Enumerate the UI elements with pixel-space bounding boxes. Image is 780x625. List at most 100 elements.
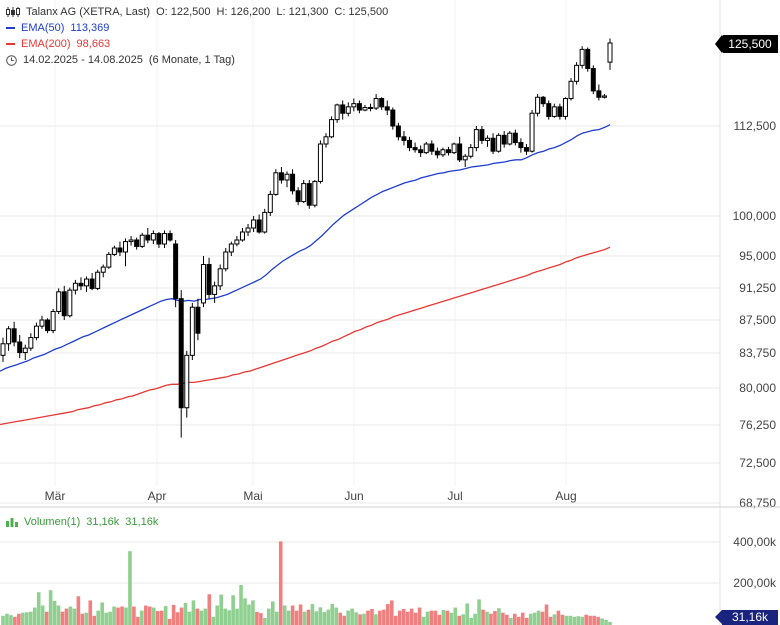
candle-body	[484, 137, 490, 141]
candle-body	[217, 268, 223, 287]
volume-bar	[469, 617, 473, 625]
candle-body	[251, 219, 257, 229]
volume-bar	[302, 611, 307, 625]
candle-body	[551, 106, 557, 117]
volume-bar	[509, 617, 513, 625]
volume-bar	[274, 611, 279, 625]
volume-bar	[477, 599, 481, 625]
candle-body	[278, 172, 284, 181]
volume-bar	[167, 618, 172, 625]
volume-bar	[290, 605, 295, 625]
volume-bar	[84, 612, 89, 625]
volume-bar	[306, 609, 311, 625]
candle-body	[178, 298, 184, 409]
candle-body	[496, 134, 502, 152]
volume-bar	[104, 612, 108, 625]
candle-body	[111, 247, 117, 255]
ema200-value: 98,663	[76, 38, 111, 50]
candle-body	[317, 143, 323, 182]
candle-body	[78, 282, 84, 287]
candle-body	[22, 347, 28, 354]
volume-bar	[409, 608, 414, 625]
candle-body	[128, 239, 134, 243]
candle-body	[462, 155, 468, 161]
candle-body	[512, 132, 518, 144]
ema200-label: EMA(200)	[21, 38, 71, 50]
candle-body	[262, 211, 268, 233]
volume-bar	[401, 609, 406, 625]
volume-bar	[564, 615, 569, 625]
volume-bar	[421, 616, 426, 625]
volume-bar	[100, 602, 104, 625]
candle-body	[301, 183, 307, 203]
candle-body	[590, 68, 596, 92]
bar-chart-icon	[6, 517, 18, 527]
volume-bar	[199, 610, 204, 625]
volume-bar	[540, 611, 545, 625]
candle-body	[106, 253, 112, 268]
ema200-polyline	[0, 246, 611, 426]
volume-bar	[52, 600, 57, 625]
y-axis-labels: 112,500 100,000 95,000 91,250 87,500 83,750 80…	[733, 119, 777, 510]
x-axis-labels: Mär Apr Mai Jun Jul Aug	[45, 489, 577, 503]
candlestick-series	[0, 38, 613, 438]
candle-body	[568, 80, 574, 100]
volume-bar	[536, 610, 541, 625]
volume-value-secondary: 31,16k	[125, 516, 159, 528]
volume-bar	[255, 611, 259, 625]
candle-body	[446, 149, 452, 154]
volume-bar	[128, 551, 132, 625]
volume-bar	[374, 614, 378, 625]
volume-bar	[203, 608, 208, 625]
candle-body	[234, 239, 240, 245]
candle-body	[557, 106, 563, 117]
candle-body	[574, 64, 580, 82]
candle-body	[334, 104, 340, 121]
volume-bar	[112, 606, 116, 625]
volume-bar	[437, 614, 442, 625]
volume-bar	[441, 610, 446, 625]
volume-bar	[263, 617, 267, 625]
volume-bar	[370, 609, 374, 625]
volume-bar	[330, 603, 335, 625]
volume-bar	[326, 609, 331, 625]
y-tick-label: 100,000	[733, 209, 777, 223]
candle-body	[312, 180, 318, 206]
candle-body	[535, 96, 541, 114]
candle-body	[340, 104, 346, 114]
candle-body	[61, 291, 67, 317]
volume-bar	[163, 606, 168, 625]
ema50-polyline	[0, 124, 611, 372]
volume-bar	[532, 612, 537, 625]
volume-bar	[346, 610, 350, 625]
candle-body	[379, 98, 385, 108]
x-tick-label: Jul	[447, 489, 462, 503]
date-range: 14.02.2025 - 14.08.2025	[23, 54, 143, 66]
volume-bar	[191, 600, 196, 625]
volume-bar	[572, 616, 577, 625]
volume-bar	[397, 610, 402, 625]
volume-bar	[497, 608, 501, 625]
volume-bar	[358, 614, 362, 625]
legend-row-volume: Volumen(1) 31,16k 31,16k	[6, 516, 158, 528]
volume-bar	[136, 616, 140, 625]
volume-bar	[338, 612, 343, 625]
volume-bar	[179, 607, 184, 625]
candle-body	[284, 173, 290, 181]
candle-body	[407, 139, 413, 149]
volume-bar	[334, 607, 339, 625]
candle-body	[546, 103, 552, 117]
candle-body	[418, 149, 424, 154]
volume-bar	[393, 615, 398, 625]
volume-bar	[592, 615, 596, 625]
volume-bar	[350, 608, 354, 625]
volume-bar	[485, 611, 489, 625]
volume-bar	[473, 613, 477, 625]
volume-bar	[243, 598, 247, 625]
candle-body	[0, 343, 6, 356]
instrument-title: Talanx AG (XETRA, Last)	[26, 6, 151, 18]
volume-bar	[1, 615, 5, 625]
volume-bar	[528, 613, 533, 625]
candle-body	[601, 95, 607, 98]
